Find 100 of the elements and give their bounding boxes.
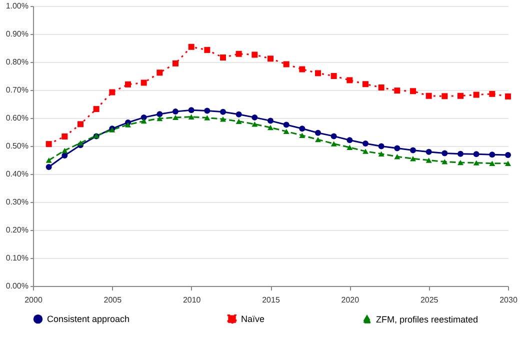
point	[172, 60, 178, 66]
point	[378, 151, 384, 156]
point	[442, 150, 448, 156]
point	[394, 145, 400, 152]
point	[473, 92, 480, 98]
point	[188, 114, 194, 120]
point	[426, 158, 432, 163]
point	[378, 143, 384, 150]
point	[362, 140, 368, 146]
point	[458, 92, 464, 99]
point	[315, 130, 321, 136]
y-tick-label: 0.60%	[6, 114, 28, 122]
point	[410, 147, 416, 154]
point	[346, 77, 353, 84]
point	[220, 108, 226, 115]
point	[236, 118, 242, 124]
point	[220, 116, 226, 122]
point	[505, 152, 511, 158]
y-tick-label: 0.30%	[6, 198, 28, 206]
y-tick-label: 0.40%	[6, 170, 28, 178]
point	[188, 44, 194, 50]
point	[346, 137, 353, 144]
point	[252, 52, 258, 58]
point	[125, 81, 131, 88]
point	[489, 90, 496, 97]
x-tick-label: 2000	[24, 296, 43, 304]
point	[172, 114, 178, 120]
point	[46, 164, 52, 170]
point	[330, 141, 337, 146]
point	[62, 148, 68, 154]
point	[378, 84, 384, 90]
point	[156, 70, 163, 76]
y-tick-label: 0.00%	[6, 282, 28, 290]
point	[362, 148, 368, 154]
point	[410, 156, 416, 162]
point	[236, 50, 242, 57]
point	[268, 56, 274, 62]
point	[330, 73, 337, 79]
x-tick-label: 2005	[104, 296, 122, 304]
point	[299, 132, 306, 138]
point	[394, 154, 400, 160]
y-tick-label: 0.90%	[6, 30, 28, 38]
point	[204, 46, 210, 53]
point	[505, 160, 511, 166]
point	[125, 122, 131, 128]
point	[442, 93, 448, 100]
point	[188, 107, 194, 114]
y-tick-label: 0.10%	[6, 254, 28, 262]
legend-label: ZFM, profiles reestimated	[376, 314, 478, 324]
point	[489, 160, 496, 166]
point	[489, 152, 496, 158]
point	[283, 122, 290, 128]
point	[156, 111, 163, 118]
point	[140, 118, 147, 124]
point	[426, 92, 432, 99]
point	[268, 118, 274, 124]
x-tick-label: 2020	[341, 296, 360, 304]
point	[252, 122, 258, 127]
point	[109, 89, 116, 96]
point	[410, 88, 416, 94]
point	[330, 133, 337, 140]
point	[156, 116, 163, 122]
point	[299, 126, 306, 132]
point	[46, 141, 52, 148]
point	[78, 140, 84, 146]
y-tick-label: 0.50%	[6, 142, 28, 150]
x-tick-label: 2015	[262, 296, 280, 304]
point	[62, 133, 68, 140]
point	[473, 151, 480, 158]
x-tick-label: 2025	[420, 296, 439, 304]
point	[204, 115, 210, 120]
y-tick-label: 0.70%	[6, 86, 28, 94]
point	[458, 160, 464, 166]
point	[283, 128, 290, 134]
point	[505, 93, 511, 100]
point	[315, 136, 321, 142]
x-tick-label: 2010	[182, 296, 202, 304]
point	[362, 81, 368, 88]
point	[299, 66, 306, 72]
point	[442, 159, 448, 164]
y-tick-label: 0.20%	[6, 226, 28, 234]
point	[236, 111, 242, 118]
point	[458, 150, 464, 157]
y-tick-label: 0.80%	[6, 58, 28, 66]
point	[140, 80, 147, 86]
point	[78, 121, 84, 128]
point	[283, 61, 290, 68]
point	[473, 160, 480, 166]
point	[315, 70, 321, 76]
point	[252, 114, 258, 120]
y-tick-label: 1.00%	[6, 2, 28, 10]
point	[172, 108, 178, 115]
legend-label: Naïve	[241, 314, 265, 324]
point	[204, 108, 210, 114]
x-tick-label: 2030	[500, 296, 518, 304]
point	[426, 148, 432, 155]
point	[46, 158, 52, 163]
point	[394, 88, 400, 94]
point	[346, 144, 353, 150]
point	[62, 152, 68, 159]
